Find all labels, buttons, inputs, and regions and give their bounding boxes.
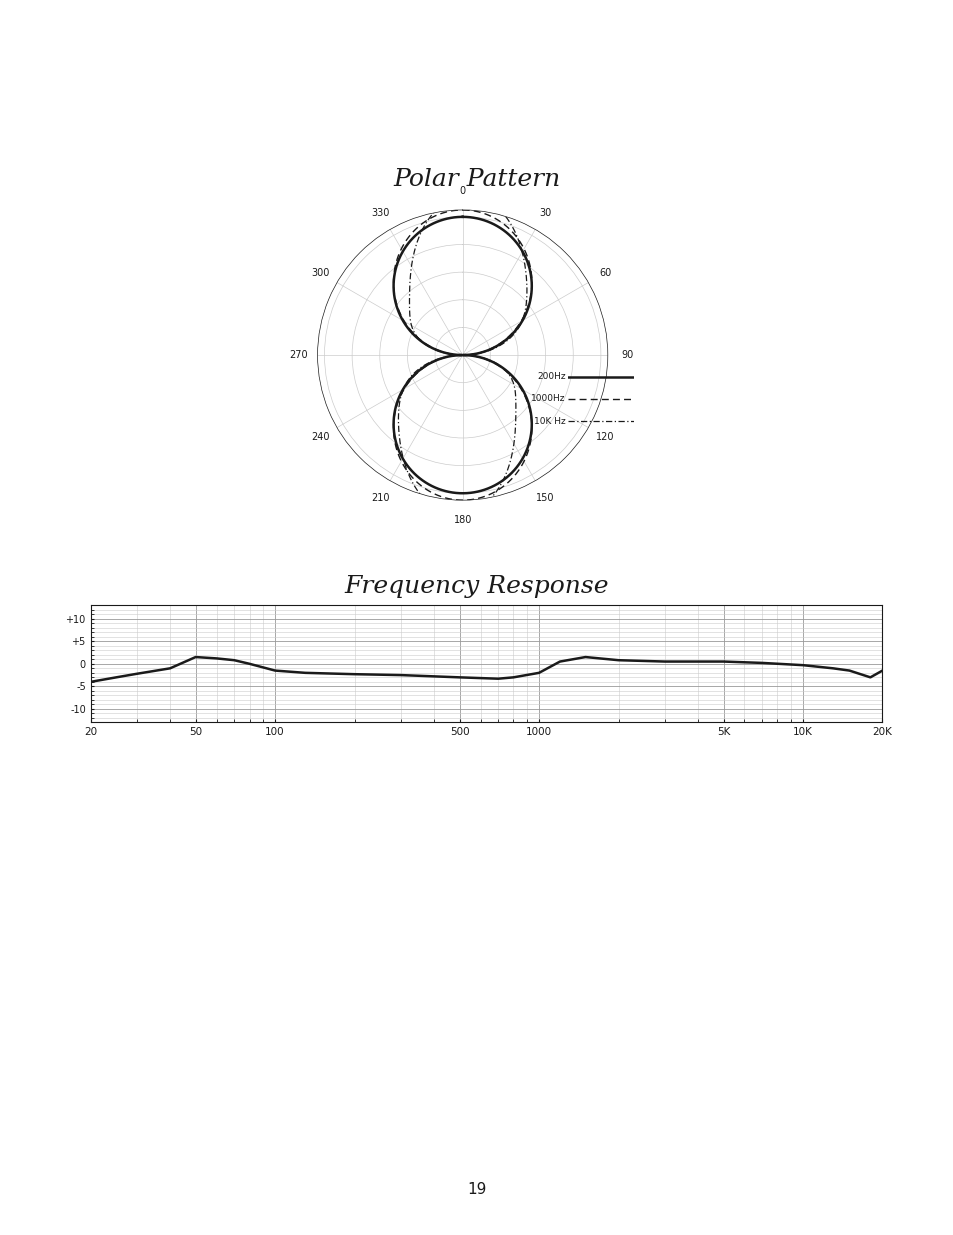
Text: 1000Hz: 1000Hz: [531, 394, 565, 404]
Text: Polar Pattern: Polar Pattern: [393, 168, 560, 190]
Text: 19: 19: [467, 1182, 486, 1197]
Text: 200Hz: 200Hz: [537, 372, 565, 382]
Text: 10K Hz: 10K Hz: [534, 416, 565, 426]
Text: Frequency Response: Frequency Response: [344, 576, 609, 598]
